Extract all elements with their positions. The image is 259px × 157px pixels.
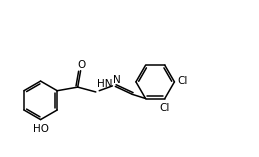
Text: O: O — [77, 60, 85, 70]
Text: HO: HO — [33, 124, 49, 134]
Text: Cl: Cl — [177, 76, 188, 86]
Text: Cl: Cl — [160, 103, 170, 113]
Text: N: N — [113, 75, 121, 85]
Text: HN: HN — [97, 79, 113, 89]
